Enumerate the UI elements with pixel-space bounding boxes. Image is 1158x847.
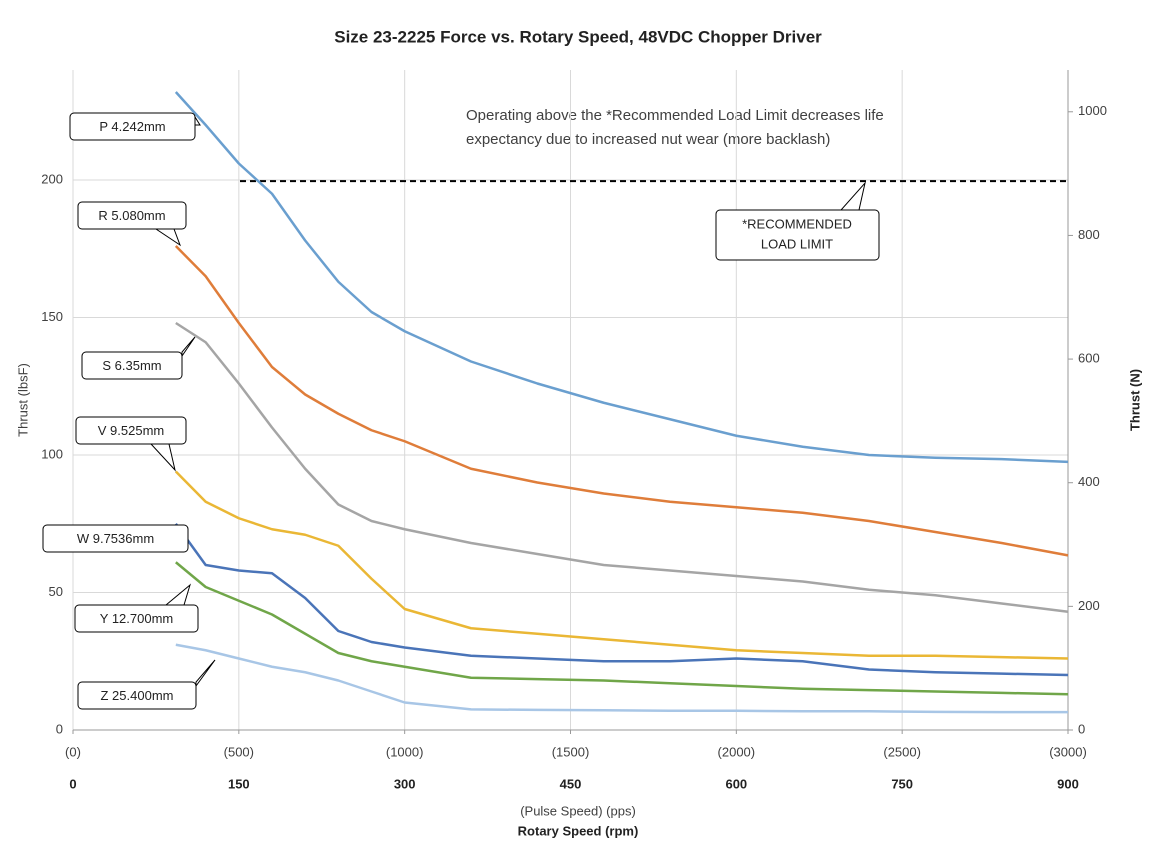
callout-pointer (195, 659, 216, 688)
x-tick-label: 0 (69, 776, 76, 791)
annotation: expectancy due to increased nut wear (mo… (466, 131, 830, 148)
y-tick-label: 50 (49, 584, 63, 599)
callout-box (74, 604, 199, 633)
legend-label: P 4.242mm (99, 119, 165, 134)
y2-tick-label: 0 (1078, 721, 1085, 736)
callout-box (69, 112, 196, 141)
series-line (175, 321, 1069, 613)
callout-box (77, 201, 187, 230)
y2-tick-label: 200 (1078, 598, 1100, 613)
y-tick-label: 0 (56, 721, 63, 736)
legend-label: V 9.525mm (98, 423, 164, 438)
x-tick-label: 600 (725, 776, 747, 791)
y-tick-label: 150 (41, 309, 63, 324)
y2-axis-label: Thrust (N) (1127, 369, 1142, 431)
y2-tick-label: 1000 (1078, 103, 1107, 118)
legend-label: R 5.080mm (98, 208, 165, 223)
reference-label: *RECOMMENDED (742, 216, 852, 231)
y-axis-label: Thrust (lbsF) (15, 363, 30, 437)
legend-label: Z 25.400mm (101, 688, 174, 703)
callout-pointer (154, 228, 182, 247)
callout-pointer (181, 336, 196, 358)
x-tick-label: 300 (394, 776, 416, 791)
y-tick-label: 200 (41, 171, 63, 186)
x2-tick-label: (3000) (1049, 744, 1087, 759)
annotation: Operating above the *Recommended Load Li… (466, 107, 884, 124)
x2-tick-label: (1000) (386, 744, 424, 759)
legend-label: S 6.35mm (102, 358, 161, 373)
legend-label: Y 12.700mm (100, 611, 173, 626)
x2-tick-label: (2000) (718, 744, 756, 759)
callout-pointer (839, 181, 866, 211)
x-tick-label: 450 (560, 776, 582, 791)
series-line (174, 470, 1069, 660)
x-tick-label: 900 (1057, 776, 1079, 791)
reference-label: LOAD LIMIT (761, 236, 833, 251)
x2-tick-label: (1500) (552, 744, 590, 759)
y2-tick-label: 400 (1078, 474, 1100, 489)
callout-pointer (164, 583, 191, 606)
series-line (174, 91, 1069, 464)
x2-tick-label: (500) (224, 744, 254, 759)
x-tick-label: 750 (891, 776, 913, 791)
x2-tick-label: (2500) (883, 744, 921, 759)
series-line (174, 245, 1069, 557)
y-tick-label: 100 (41, 446, 63, 461)
series-line (175, 561, 1069, 696)
callout-pointer (149, 443, 176, 472)
y2-tick-label: 800 (1078, 227, 1100, 242)
series-line (174, 523, 1069, 677)
x2-axis-label: (Pulse Speed) (pps) (520, 803, 636, 818)
x-tick-label: 150 (228, 776, 250, 791)
callout-box (81, 351, 183, 380)
x-axis-label: Rotary Speed (rpm) (518, 823, 639, 838)
callout-box (42, 524, 189, 553)
series-line (175, 643, 1068, 714)
x2-tick-label: (0) (65, 744, 81, 759)
callout-box (715, 209, 880, 261)
chart-title: Size 23-2225 Force vs. Rotary Speed, 48V… (334, 27, 822, 46)
legend-label: W 9.7536mm (77, 531, 154, 546)
callout-box (75, 416, 187, 445)
y2-tick-label: 600 (1078, 351, 1100, 366)
callout-box (77, 681, 197, 710)
